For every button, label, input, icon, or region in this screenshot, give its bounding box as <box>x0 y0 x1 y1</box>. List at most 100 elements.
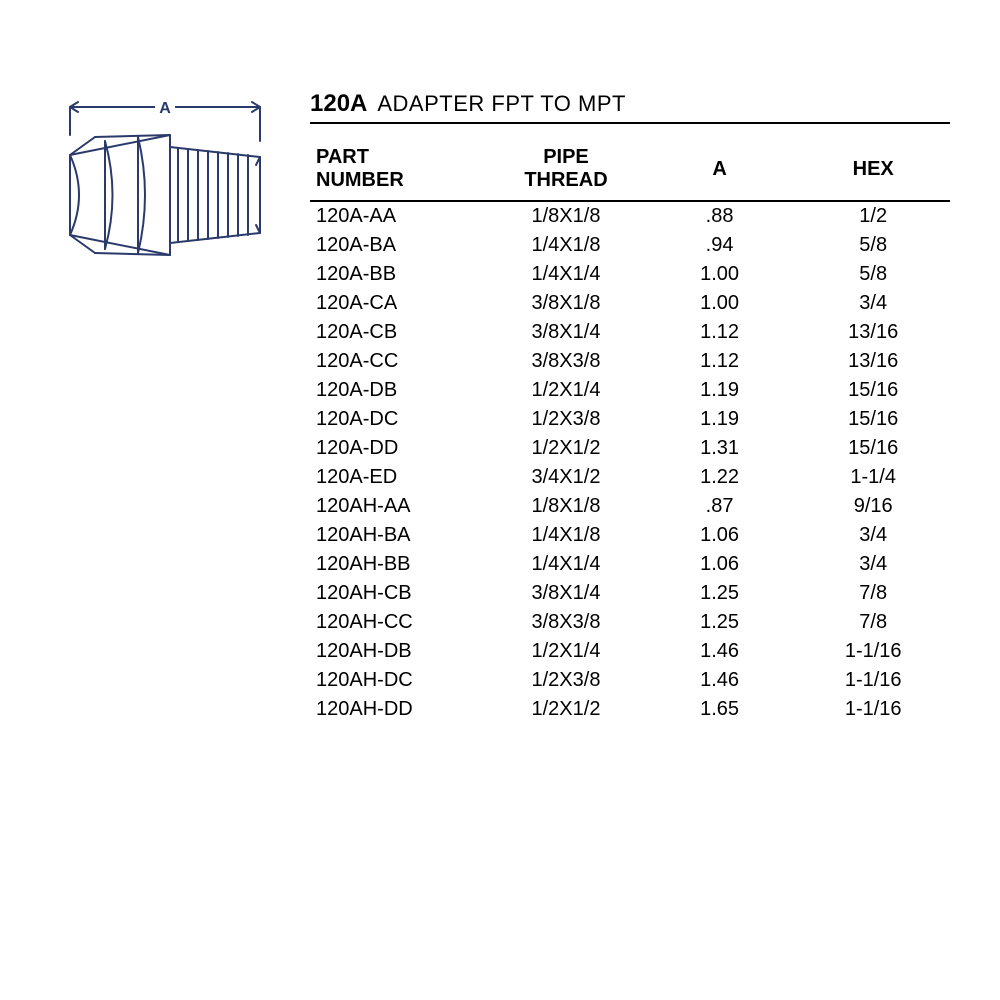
cell-hex: 3/4 <box>796 289 950 318</box>
cell-thread: 1/4X1/4 <box>489 550 643 579</box>
cell-hex: 13/16 <box>796 318 950 347</box>
table-row: 120A-CB3/8X1/41.1213/16 <box>310 318 950 347</box>
col-header-part: PART NUMBER <box>310 142 489 201</box>
table-row: 120A-DC1/2X3/81.1915/16 <box>310 405 950 434</box>
cell-thread: 1/2X3/8 <box>489 666 643 695</box>
col-header-hex: HEX <box>796 142 950 201</box>
cell-part: 120A-CB <box>310 318 489 347</box>
cell-hex: 15/16 <box>796 405 950 434</box>
cell-a: 1.19 <box>643 405 797 434</box>
cell-thread: 3/8X1/4 <box>489 579 643 608</box>
part-diagram: A <box>60 95 270 275</box>
cell-hex: 1-1/16 <box>796 666 950 695</box>
cell-a: 1.31 <box>643 434 797 463</box>
cell-thread: 1/2X1/2 <box>489 434 643 463</box>
cell-part: 120AH-AA <box>310 492 489 521</box>
cell-hex: 9/16 <box>796 492 950 521</box>
table-row: 120A-DD1/2X1/21.3115/16 <box>310 434 950 463</box>
table-row: 120AH-CB3/8X1/41.257/8 <box>310 579 950 608</box>
cell-hex: 1-1/16 <box>796 637 950 666</box>
cell-hex: 1/2 <box>796 201 950 231</box>
table-body: 120A-AA1/8X1/8.881/2120A-BA1/4X1/8.945/8… <box>310 201 950 724</box>
cell-part: 120AH-DB <box>310 637 489 666</box>
cell-a: 1.12 <box>643 318 797 347</box>
table-row: 120A-CA3/8X1/81.003/4 <box>310 289 950 318</box>
table-row: 120AH-DB1/2X1/41.461-1/16 <box>310 637 950 666</box>
cell-hex: 1-1/4 <box>796 463 950 492</box>
cell-part: 120A-DB <box>310 376 489 405</box>
cell-hex: 5/8 <box>796 260 950 289</box>
table-row: 120A-CC3/8X3/81.1213/16 <box>310 347 950 376</box>
cell-part: 120AH-DC <box>310 666 489 695</box>
cell-a: 1.00 <box>643 260 797 289</box>
cell-part: 120A-ED <box>310 463 489 492</box>
cell-hex: 3/4 <box>796 550 950 579</box>
cell-a: 1.00 <box>643 289 797 318</box>
cell-part: 120A-CC <box>310 347 489 376</box>
cell-a: 1.19 <box>643 376 797 405</box>
part-series-code: 120A <box>310 90 367 118</box>
cell-thread: 1/2X1/2 <box>489 695 643 724</box>
cell-part: 120A-BA <box>310 231 489 260</box>
cell-part: 120A-BB <box>310 260 489 289</box>
cell-a: 1.65 <box>643 695 797 724</box>
cell-hex: 7/8 <box>796 608 950 637</box>
cell-thread: 3/4X1/2 <box>489 463 643 492</box>
cell-part: 120A-CA <box>310 289 489 318</box>
cell-a: 1.22 <box>643 463 797 492</box>
cell-a: 1.25 <box>643 608 797 637</box>
table-row: 120AH-DD1/2X1/21.651-1/16 <box>310 695 950 724</box>
table-row: 120A-ED3/4X1/21.221-1/4 <box>310 463 950 492</box>
table-row: 120AH-BA1/4X1/81.063/4 <box>310 521 950 550</box>
cell-part: 120A-DC <box>310 405 489 434</box>
cell-part: 120AH-BA <box>310 521 489 550</box>
cell-thread: 3/8X1/8 <box>489 289 643 318</box>
cell-hex: 1-1/16 <box>796 695 950 724</box>
cell-thread: 1/2X1/4 <box>489 376 643 405</box>
cell-thread: 1/8X1/8 <box>489 492 643 521</box>
cell-a: 1.06 <box>643 521 797 550</box>
cell-a: 1.46 <box>643 666 797 695</box>
cell-thread: 1/4X1/8 <box>489 231 643 260</box>
cell-a: 1.06 <box>643 550 797 579</box>
cell-thread: 1/2X1/4 <box>489 637 643 666</box>
cell-hex: 3/4 <box>796 521 950 550</box>
table-row: 120A-BB1/4X1/41.005/8 <box>310 260 950 289</box>
title-row: 120A ADAPTER FPT TO MPT <box>310 90 950 124</box>
cell-hex: 5/8 <box>796 231 950 260</box>
cell-hex: 15/16 <box>796 376 950 405</box>
spec-table: PART NUMBER PIPE THREAD A HEX 120A-AA1/8… <box>310 142 950 724</box>
cell-a: 1.12 <box>643 347 797 376</box>
page: A <box>0 0 1000 1000</box>
cell-part: 120AH-CB <box>310 579 489 608</box>
cell-hex: 7/8 <box>796 579 950 608</box>
table-row: 120AH-DC1/2X3/81.461-1/16 <box>310 666 950 695</box>
cell-part: 120AH-BB <box>310 550 489 579</box>
cell-a: .88 <box>643 201 797 231</box>
cell-a: 1.25 <box>643 579 797 608</box>
cell-thread: 3/8X1/4 <box>489 318 643 347</box>
col-header-thread: PIPE THREAD <box>489 142 643 201</box>
spec-sheet: 120A ADAPTER FPT TO MPT PART NUMBER PIPE… <box>310 90 950 724</box>
cell-thread: 3/8X3/8 <box>489 608 643 637</box>
cell-a: 1.46 <box>643 637 797 666</box>
col-header-a: A <box>643 142 797 201</box>
cell-a: .87 <box>643 492 797 521</box>
dimension-a-label: A <box>159 100 171 117</box>
table-row: 120A-BA1/4X1/8.945/8 <box>310 231 950 260</box>
cell-a: .94 <box>643 231 797 260</box>
cell-thread: 1/4X1/8 <box>489 521 643 550</box>
table-row: 120AH-AA1/8X1/8.879/16 <box>310 492 950 521</box>
cell-part: 120A-DD <box>310 434 489 463</box>
table-header: PART NUMBER PIPE THREAD A HEX <box>310 142 950 201</box>
cell-part: 120AH-CC <box>310 608 489 637</box>
cell-thread: 1/4X1/4 <box>489 260 643 289</box>
table-row: 120A-DB1/2X1/41.1915/16 <box>310 376 950 405</box>
cell-part: 120A-AA <box>310 201 489 231</box>
table-row: 120A-AA1/8X1/8.881/2 <box>310 201 950 231</box>
table-row: 120AH-BB1/4X1/41.063/4 <box>310 550 950 579</box>
table-row: 120AH-CC3/8X3/81.257/8 <box>310 608 950 637</box>
cell-thread: 1/2X3/8 <box>489 405 643 434</box>
cell-thread: 3/8X3/8 <box>489 347 643 376</box>
cell-thread: 1/8X1/8 <box>489 201 643 231</box>
